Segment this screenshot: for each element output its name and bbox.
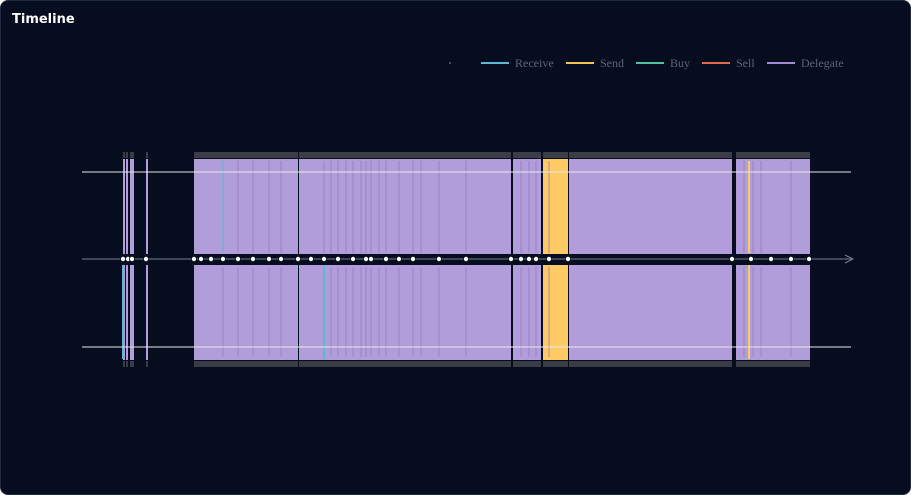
axis-dot [334,255,341,262]
event-block [543,265,568,360]
axis-dot [128,255,135,262]
axis-dot [190,255,197,262]
axis-dot [207,255,214,262]
event-block [569,159,732,254]
event-block [146,159,148,254]
axis-dot [788,255,795,262]
axis-dot [277,255,284,262]
axis-dot [249,255,256,262]
axis-dot [234,255,241,262]
event-block [126,159,128,254]
tick-band [123,361,125,367]
axis-dot [349,255,356,262]
tick-band [513,361,541,367]
axis-arrow [844,254,855,264]
axis-dot [768,255,775,262]
axis-dot [219,255,226,262]
tick-band [569,361,732,367]
event-block [130,265,134,360]
legend-dot [449,62,451,64]
tick-band [126,361,128,367]
axis-dot [729,255,736,262]
legend: Receive Send Buy Sell Delegate [481,56,844,70]
legend-label: Receive [515,56,554,70]
event-block [569,265,732,360]
axis-dot [435,255,442,262]
event-blocks [122,152,810,367]
axis-dot [382,255,389,262]
tick-band [569,152,732,158]
axis-dot [462,255,469,262]
axis-dot [546,255,553,262]
legend-label: Sell [736,56,755,70]
tick-band [130,152,134,158]
axis-dot [565,255,572,262]
axis-dot [142,255,149,262]
event-block [513,265,541,360]
legend-label: Send [600,56,624,70]
axis-dot [409,255,416,262]
tick-band [513,152,541,158]
tick-band [299,361,511,367]
event-block [299,159,511,254]
tick-band [736,361,810,367]
tick-band [543,361,568,367]
axis-dot [507,255,514,262]
event-block [736,265,810,360]
tick-band [543,152,568,158]
event-block [513,159,541,254]
tick-band [146,152,148,158]
axis-dot [806,255,813,262]
tick-band [130,361,134,367]
event-block [736,159,810,254]
tick-band [736,152,810,158]
axis-dot [265,255,272,262]
event-block [146,265,148,360]
tick-band [194,152,298,158]
event-block [130,159,134,254]
axis-dot [320,255,327,262]
tick-band [126,152,128,158]
event-block [123,159,125,254]
event-block [194,159,298,254]
tick-band [194,361,298,367]
axis-dot [533,255,540,262]
axis-dot [367,255,374,262]
axis-dot [197,255,204,262]
axis-dot [518,255,525,262]
event-block [126,265,128,360]
tick-band [146,361,148,367]
axis-dot [307,255,314,262]
axis-dot [120,255,127,262]
tick-band [123,152,125,158]
axis-dot [526,255,533,262]
axis-dots [120,255,813,262]
axis-dot [362,255,369,262]
event-block [299,265,511,360]
axis-dot [294,255,301,262]
card-title: Timeline [12,12,75,27]
tick-band [299,152,511,158]
axis-dot [748,255,755,262]
axis-dot [395,255,402,262]
legend-label: Buy [670,56,690,70]
event-block [543,159,568,254]
legend-label: Delegate [801,56,844,70]
event-block [194,265,298,360]
